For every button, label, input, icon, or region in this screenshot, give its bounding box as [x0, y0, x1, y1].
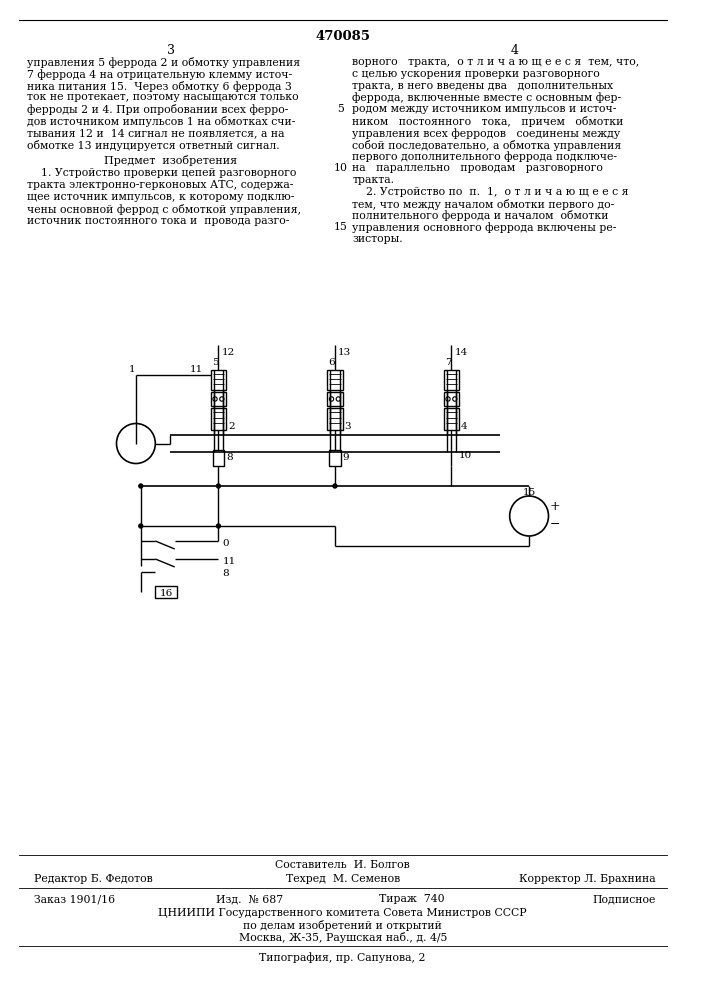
Text: управления 5 феррода 2 и обмотку управления: управления 5 феррода 2 и обмотку управле… [27, 57, 300, 68]
Text: +: + [549, 499, 560, 512]
Text: ферроды 2 и 4. При опробовании всех ферро-: ферроды 2 и 4. При опробовании всех ферр… [27, 104, 288, 115]
Text: 2: 2 [228, 422, 235, 431]
Text: родом между источником импульсов и источ-: родом между источником импульсов и источ… [352, 104, 617, 114]
Text: 10: 10 [459, 450, 472, 460]
Bar [329, 450, 341, 466]
Text: 6: 6 [329, 358, 335, 367]
Circle shape [337, 397, 341, 401]
Text: 15: 15 [334, 222, 348, 232]
Text: на   параллельно   проводам   разговорного: на параллельно проводам разговорного [352, 163, 603, 173]
Text: Подписное: Подписное [592, 894, 655, 904]
Bar [444, 408, 459, 430]
Bar [444, 370, 459, 390]
Circle shape [510, 496, 549, 536]
Text: Редактор Б. Федотов: Редактор Б. Федотов [34, 874, 153, 884]
Text: тем, что между началом обмотки первого до-: тем, что между началом обмотки первого д… [352, 199, 614, 210]
Text: собой последовательно, а обмотка управления: собой последовательно, а обмотка управле… [352, 140, 621, 151]
Text: 0: 0 [222, 538, 229, 548]
Circle shape [452, 397, 457, 401]
Text: 470085: 470085 [315, 30, 370, 43]
Text: ЦНИИПИ Государственного комитета Совета Министров СССР: ЦНИИПИ Государственного комитета Совета … [158, 908, 527, 918]
Text: 2. Устройство по  п.  1,  о т л и ч а ю щ е е с я: 2. Устройство по п. 1, о т л и ч а ю щ е… [352, 187, 629, 197]
Text: тракта.: тракта. [352, 175, 395, 185]
Text: обмотке 13 индуцируется ответный сигнал.: обмотке 13 индуцируется ответный сигнал. [27, 140, 280, 151]
Bar [156, 586, 177, 598]
Circle shape [216, 524, 221, 528]
Text: Техред  М. Семенов: Техред М. Семенов [286, 874, 400, 884]
Text: ворного   тракта,  о т л и ч а ю щ е е с я  тем, что,: ворного тракта, о т л и ч а ю щ е е с я … [352, 57, 640, 67]
Text: дов источником импульсов 1 на обмотках счи-: дов источником импульсов 1 на обмотках с… [27, 116, 296, 127]
Text: ника питания 15.  Через обмотку 6 феррода 3: ника питания 15. Через обмотку 6 феррода… [27, 81, 292, 92]
Text: Москва, Ж-35, Раушская наб., д. 4/5: Москва, Ж-35, Раушская наб., д. 4/5 [238, 932, 447, 943]
Bar [213, 450, 224, 466]
Circle shape [329, 397, 334, 401]
Circle shape [333, 484, 337, 488]
Bar [211, 408, 226, 430]
Text: 3: 3 [167, 44, 175, 57]
Text: 15: 15 [523, 488, 537, 497]
Bar [211, 392, 226, 406]
Text: источник постоянного тока и  провода разго-: источник постоянного тока и провода разг… [27, 216, 290, 226]
Text: 8: 8 [222, 570, 229, 578]
Text: 9: 9 [343, 454, 349, 462]
Circle shape [117, 424, 156, 464]
Text: Заказ 1901/16: Заказ 1901/16 [34, 894, 115, 904]
Text: Изд.  № 687: Изд. № 687 [216, 894, 283, 904]
Text: 5: 5 [337, 104, 344, 114]
Text: феррода, включенные вместе с основным фер-: феррода, включенные вместе с основным фе… [352, 92, 621, 103]
Text: 4: 4 [510, 44, 518, 57]
Text: по делам изобретений и открытий: по делам изобретений и открытий [243, 920, 442, 931]
Text: чены основной феррод с обмоткой управления,: чены основной феррод с обмоткой управлен… [27, 204, 301, 215]
Text: Тираж  740: Тираж 740 [379, 894, 444, 904]
Text: ником   постоянного   тока,   причем   обмотки: ником постоянного тока, причем обмотки [352, 116, 624, 127]
Text: 8: 8 [226, 454, 233, 462]
Text: Корректор Л. Брахнина: Корректор Л. Брахнина [519, 874, 655, 884]
Text: 10: 10 [334, 163, 348, 173]
Bar [327, 370, 343, 390]
Text: тывания 12 и  14 сигнал не появляется, а на: тывания 12 и 14 сигнал не появляется, а … [27, 128, 285, 138]
Circle shape [216, 484, 221, 488]
Text: Предмет  изобретения: Предмет изобретения [105, 155, 238, 166]
Text: щее источник импульсов, к которому подклю-: щее источник импульсов, к которому подкл… [27, 192, 295, 202]
Circle shape [139, 484, 143, 488]
Text: 5: 5 [212, 358, 219, 367]
Text: 12: 12 [221, 348, 235, 357]
Circle shape [220, 397, 224, 401]
Text: управления основного феррода включены ре-: управления основного феррода включены ре… [352, 222, 617, 233]
Bar [444, 392, 459, 406]
Text: зисторы.: зисторы. [352, 234, 403, 244]
Text: ток не протекает, поэтому насыщаются только: ток не протекает, поэтому насыщаются тол… [27, 92, 299, 102]
Circle shape [213, 397, 217, 401]
Bar [327, 392, 343, 406]
Text: 14: 14 [455, 348, 467, 357]
Text: 16: 16 [160, 589, 173, 598]
Text: 13: 13 [338, 348, 351, 357]
Text: 7: 7 [445, 358, 452, 367]
Circle shape [446, 397, 450, 401]
Text: Типография, пр. Сапунова, 2: Типография, пр. Сапунова, 2 [259, 952, 426, 963]
Text: тракта электронно-герконовых АТС, содержа-: тракта электронно-герконовых АТС, содерж… [27, 180, 293, 190]
Text: 11: 11 [222, 556, 235, 566]
Text: 1. Устройство проверки цепей разговорного: 1. Устройство проверки цепей разговорног… [27, 168, 296, 178]
Text: Составитель  И. Болгов: Составитель И. Болгов [275, 860, 410, 870]
Circle shape [139, 524, 143, 528]
Text: с целью ускорения проверки разговорного: с целью ускорения проверки разговорного [352, 69, 600, 79]
Text: −: − [549, 518, 560, 530]
Text: 3: 3 [344, 422, 351, 431]
Text: 11: 11 [189, 365, 202, 374]
Bar [327, 408, 343, 430]
Text: управления всех ферродов   соединены между: управления всех ферродов соединены между [352, 128, 621, 139]
Text: 1: 1 [129, 365, 135, 374]
Text: 7 феррода 4 на отрицательную клемму источ-: 7 феррода 4 на отрицательную клемму исто… [27, 69, 292, 80]
Text: тракта, в него введены два   дополнительных: тракта, в него введены два дополнительны… [352, 81, 614, 91]
Text: первого дополнительного феррода подключе-: первого дополнительного феррода подключе… [352, 151, 617, 162]
Text: полнительного феррода и началом  обмотки: полнительного феррода и началом обмотки [352, 210, 609, 221]
Text: 4: 4 [461, 422, 468, 431]
Bar [211, 370, 226, 390]
